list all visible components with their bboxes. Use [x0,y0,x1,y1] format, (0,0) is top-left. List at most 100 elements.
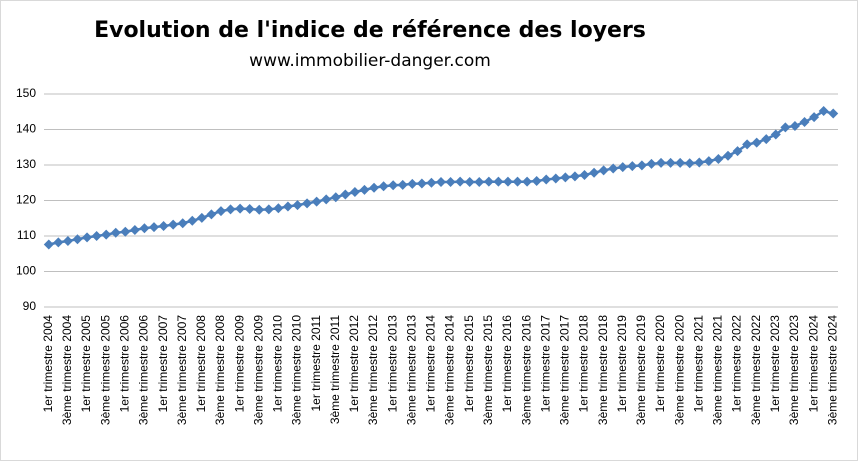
x-tick-label: 3ème trimestre 2016 [519,315,533,425]
x-tick-label: 1er trimestre 2007 [156,315,170,413]
x-tick-label: 3ème trimestre 2014 [443,315,457,425]
data-point [129,224,140,235]
data-point [464,177,475,188]
x-tick-label: 1er trimestre 2020 [653,315,667,413]
data-point [82,232,93,243]
x-tick-label: 3ème trimestre 2013 [404,315,418,425]
data-point [196,212,207,223]
y-tick-label: 120 [16,193,36,207]
data-point [120,226,131,237]
x-tick-label: 3ème trimestre 2004 [60,315,74,425]
data-point [751,137,762,148]
data-point [397,179,408,190]
data-point [43,239,54,250]
data-point [436,177,446,188]
data-point [53,237,64,248]
x-tick-label: 1er trimestre 2019 [615,315,629,413]
x-tick-label: 3ème trimestre 2020 [672,315,686,425]
data-point [168,219,179,230]
data-point [828,108,839,119]
data-point [311,196,322,207]
data-point [560,172,571,183]
data-point [742,139,753,150]
data-point [321,194,332,205]
x-tick-label: 1er trimestre 2015 [462,315,476,413]
x-tick-label: 3ème trimestre 2005 [98,315,112,425]
data-point [101,229,112,240]
data-point [263,204,274,215]
data-point [244,204,255,215]
data-point [359,184,370,195]
x-tick-label: 1er trimestre 2004 [41,315,55,413]
x-tick-label: 3ème trimestre 2015 [481,315,495,425]
data-point [225,204,236,215]
data-point [416,178,427,189]
data-point [215,206,226,217]
x-tick-label: 1er trimestre 2010 [271,315,285,413]
data-point [799,117,810,128]
data-point [340,189,351,200]
data-point [254,204,265,215]
chart-subtitle: www.immobilier-danger.com [249,51,491,71]
y-tick-label: 150 [16,86,36,100]
x-tick-label: 3ème trimestre 2010 [290,315,304,425]
data-point [369,182,380,193]
data-point [589,167,600,178]
data-point [455,176,466,187]
data-point [502,176,513,187]
x-tick-label: 3ème trimestre 2009 [251,315,265,425]
data-point [703,156,714,167]
x-tick-label: 3ème trimestre 2007 [175,315,189,425]
x-tick-label: 1er trimestre 2024 [806,315,820,413]
data-point [646,158,657,169]
data-point [483,176,494,187]
y-tick-label: 90 [23,299,37,313]
data-point [522,176,533,187]
data-point [91,231,102,241]
data-point [761,134,772,145]
data-point [531,175,542,186]
data-point [598,165,609,176]
data-point [809,112,820,123]
x-tick-label: 3ème trimestre 2019 [634,315,648,425]
x-tick-label: 1er trimestre 2018 [577,315,591,413]
data-point [550,173,561,184]
data-point [627,161,638,172]
data-point [426,177,437,188]
x-tick-label: 1er trimestre 2016 [500,315,514,413]
data-point [187,215,198,226]
data-point [493,176,504,187]
data-point [302,198,313,209]
x-tick-label: 1er trimestre 2006 [117,315,131,413]
data-point [617,162,628,173]
data-point [378,181,389,192]
data-point [684,158,695,169]
x-tick-label: 3ème trimestre 2012 [366,315,380,425]
data-point [407,178,418,189]
chart-title: Evolution de l'indice de référence des l… [94,18,646,43]
x-tick-label: 1er trimestre 2011 [309,315,323,412]
x-tick-label: 1er trimestre 2005 [79,315,93,413]
data-point [158,221,169,232]
x-tick-label: 1er trimestre 2009 [232,315,246,413]
data-point [139,223,150,234]
x-tick-label: 3ème trimestre 2024 [825,315,839,425]
data-point [818,106,829,117]
y-tick-label: 110 [17,228,36,242]
x-tick-label: 1er trimestre 2022 [730,315,744,413]
data-point [330,192,341,203]
data-point [235,203,246,214]
data-point [656,157,667,168]
y-tick-label: 100 [16,264,36,278]
data-point [722,150,733,161]
data-point [789,120,800,131]
x-tick-label: 3ème trimestre 2022 [749,315,763,425]
data-point [72,234,83,245]
data-point [206,209,217,220]
data-point [282,201,293,212]
x-tick-label: 3ème trimestre 2008 [213,315,227,425]
x-tick-label: 1er trimestre 2012 [347,315,361,413]
data-point [732,146,743,157]
data-point [292,200,303,211]
